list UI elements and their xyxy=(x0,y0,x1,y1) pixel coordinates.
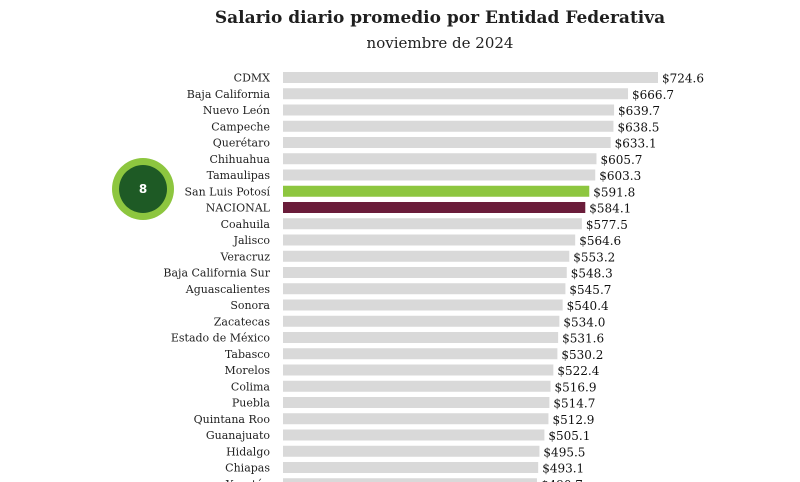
value-label: $505.1 xyxy=(548,429,590,443)
category-label: Morelos xyxy=(225,364,271,377)
bar-veracruz xyxy=(283,250,570,262)
category-label: Chihuahua xyxy=(210,153,271,166)
category-label: Coahuila xyxy=(221,218,271,231)
bar-quintana-roo xyxy=(283,413,549,425)
bar-baja-california-sur xyxy=(283,267,567,278)
category-label: Querétaro xyxy=(213,137,271,150)
bar-zacatecas xyxy=(283,315,560,327)
category-label: Jalisco xyxy=(233,234,271,247)
category-label: Tamaulipas xyxy=(207,169,271,182)
bar-tabasco xyxy=(283,348,558,360)
bar-baja-california xyxy=(283,88,629,100)
bar-aguascalientes xyxy=(283,283,566,295)
category-label: Zacatecas xyxy=(214,315,271,328)
category-label: Guanajuato xyxy=(206,429,271,442)
value-label: $639.7 xyxy=(618,104,660,118)
bar-cdmx xyxy=(283,72,658,83)
chart-subtitle: noviembre de 2024 xyxy=(366,34,514,52)
category-label: Yucatán xyxy=(225,478,270,482)
bar-sonora xyxy=(283,299,563,311)
category-label: Chiapas xyxy=(225,462,270,475)
category-label: Tabasco xyxy=(225,348,270,361)
category-label: San Luis Potosí xyxy=(184,185,270,198)
bar-nacional xyxy=(283,202,586,213)
value-label: $605.7 xyxy=(600,153,642,167)
value-label: $584.1 xyxy=(589,202,631,216)
value-label: $633.1 xyxy=(615,137,657,151)
value-label: $540.4 xyxy=(567,299,609,313)
bar-hidalgo xyxy=(283,445,540,457)
value-label: $534.0 xyxy=(563,315,605,329)
value-label: $638.5 xyxy=(617,120,659,134)
value-label: $522.4 xyxy=(557,364,599,378)
value-label: $548.3 xyxy=(571,267,613,281)
category-label: Baja California xyxy=(187,88,271,101)
value-label: $564.6 xyxy=(579,234,621,248)
bar-tamaulipas xyxy=(283,169,596,181)
category-label: Campeche xyxy=(211,120,270,133)
bar-campeche xyxy=(283,120,614,132)
bar-nuevo-leon xyxy=(283,104,615,116)
bar-jalisco xyxy=(283,234,576,246)
value-label: $545.7 xyxy=(569,283,611,297)
bar-chihuahua xyxy=(283,153,597,165)
value-label: $553.2 xyxy=(573,250,615,264)
category-label: Hidalgo xyxy=(226,445,270,458)
bar-morelos xyxy=(283,364,554,376)
category-label: Quintana Roo xyxy=(194,413,271,426)
chart-title: Salario diario promedio por Entidad Fede… xyxy=(214,8,666,28)
category-label: Nuevo León xyxy=(203,104,270,117)
bar-estado-de-mexico xyxy=(283,332,559,343)
value-label: $493.1 xyxy=(542,462,584,476)
value-label: $603.3 xyxy=(599,169,641,183)
bar-colima xyxy=(283,380,551,392)
category-label: Estado de México xyxy=(171,332,271,345)
category-label: Baja California Sur xyxy=(163,267,270,280)
bar-puebla xyxy=(283,397,550,408)
bar-coahuila xyxy=(283,218,582,230)
bar-guanajuato xyxy=(283,429,545,441)
category-label: CDMX xyxy=(234,72,270,85)
bar-chiapas xyxy=(283,462,539,473)
value-label: $724.6 xyxy=(662,72,704,86)
bar-queretaro xyxy=(283,137,611,148)
value-label: $490.7 xyxy=(541,478,583,482)
rank-badge-number: 8 xyxy=(119,165,167,213)
category-label: NACIONAL xyxy=(206,202,271,215)
value-label: $514.7 xyxy=(553,397,595,411)
category-label: Veracruz xyxy=(219,250,270,263)
rank-badge: 8 xyxy=(112,158,174,220)
value-label: $591.8 xyxy=(593,185,635,199)
category-label: Colima xyxy=(231,380,271,393)
value-label: $516.9 xyxy=(555,380,597,394)
bar-yucatan xyxy=(283,478,537,482)
category-label: Puebla xyxy=(232,397,271,410)
value-label: $512.9 xyxy=(552,413,594,427)
value-label: $577.5 xyxy=(586,218,628,232)
bar-san-luis-potosi xyxy=(283,185,590,197)
value-label: $666.7 xyxy=(632,88,674,102)
category-label: Sonora xyxy=(230,299,270,312)
value-label: $530.2 xyxy=(561,348,603,362)
value-label: $495.5 xyxy=(543,445,585,459)
value-label: $531.6 xyxy=(562,332,604,346)
category-label: Aguascalientes xyxy=(185,283,271,296)
